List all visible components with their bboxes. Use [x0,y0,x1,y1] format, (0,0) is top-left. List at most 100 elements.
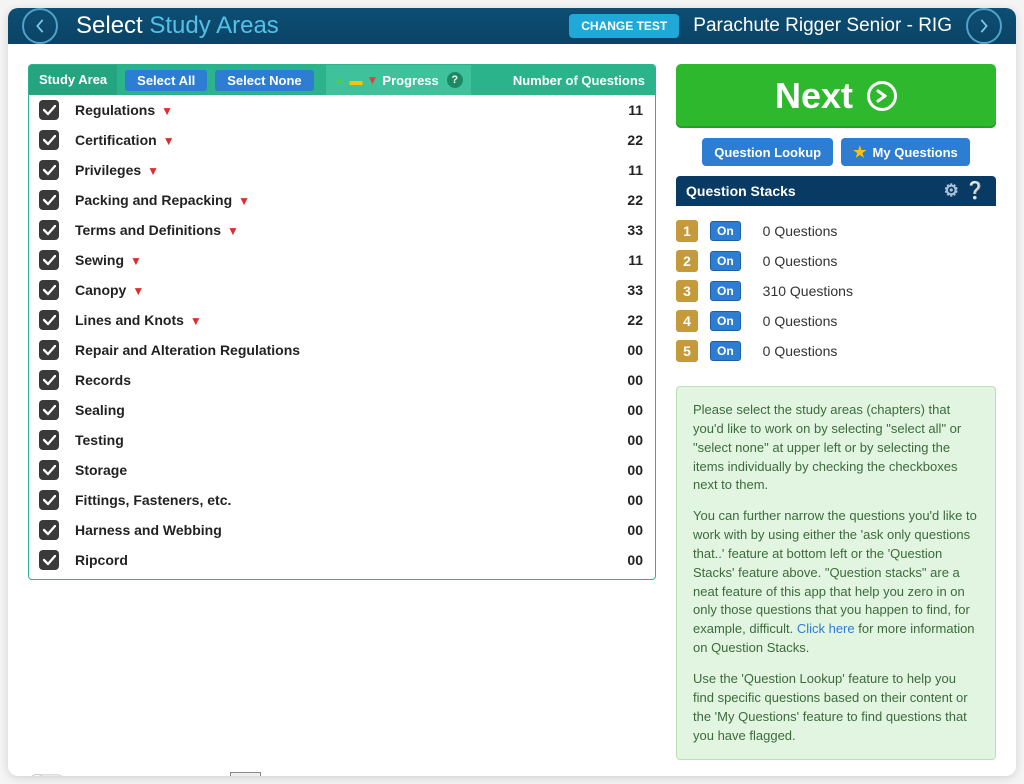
study-row: Ripcord00 [29,545,655,575]
info-p1: Please select the study areas (chapters)… [693,401,979,495]
next-arrow-icon [867,81,897,111]
study-name[interactable]: Ripcord [75,552,615,568]
study-checkbox[interactable] [39,400,59,420]
study-checkbox[interactable] [39,220,59,240]
chevron-down-icon[interactable]: ▼ [238,194,250,208]
study-name[interactable]: Testing [75,432,615,448]
study-checkbox[interactable] [39,250,59,270]
ask-toggle[interactable] [28,774,66,776]
study-checkbox[interactable] [39,310,59,330]
study-count: 22 [615,312,643,328]
gear-icon[interactable]: ⚙ [944,181,959,201]
back-to-menu[interactable]: « Back to Menu [676,760,996,776]
study-checkbox[interactable] [39,430,59,450]
study-count: 00 [615,492,643,508]
study-count: 00 [615,342,643,358]
chevron-down-icon[interactable]: ▼ [163,134,175,148]
study-checkbox[interactable] [39,520,59,540]
study-name[interactable]: Canopy▼ [75,282,615,298]
title-prefix: Select [76,12,149,39]
study-checkbox[interactable] [39,370,59,390]
study-name[interactable]: Sewing▼ [75,252,615,268]
study-name[interactable]: Records [75,372,615,388]
progress-help-icon[interactable]: ? [447,72,463,88]
study-panel: Study Area Select All Select None ▲ ▬ ▼ … [28,64,656,580]
chevron-down-icon[interactable]: ▼ [132,284,144,298]
study-checkbox[interactable] [39,490,59,510]
ask-label-post: to figures [269,775,327,776]
study-checkbox[interactable] [39,130,59,150]
change-test-button[interactable]: CHANGE TEST [569,14,679,38]
chevron-down-icon[interactable]: ▼ [161,104,173,118]
select-none-button[interactable]: Select None [215,70,313,91]
study-checkbox[interactable] [39,190,59,210]
my-questions-button[interactable]: ★ My Questions [841,138,970,166]
progress-header: ▲ ▬ ▼ Progress ? [326,65,471,95]
study-checkbox[interactable] [39,280,59,300]
study-count: 11 [615,102,643,118]
study-row: Lines and Knots▼22 [29,305,655,335]
info-p3: Use the 'Question Lookup' feature to hel… [693,670,979,745]
study-row: Terms and Definitions▼33 [29,215,655,245]
stack-number[interactable]: 5 [676,340,698,362]
page-title: Select Study Areas [76,12,279,40]
question-lookup-button[interactable]: Question Lookup [702,138,833,166]
app-window: Select Study Areas CHANGE TEST Parachute… [8,8,1016,776]
stack-number[interactable]: 2 [676,250,698,272]
study-name[interactable]: Repair and Alteration Regulations [75,342,615,358]
ask-select[interactable]: -- [230,772,261,776]
study-name[interactable]: Fittings, Fasteners, etc. [75,492,615,508]
chevron-down-icon[interactable]: ▼ [190,314,202,328]
study-count: 00 [615,462,643,478]
nav-back-button[interactable] [22,8,58,44]
study-checkbox[interactable] [39,160,59,180]
stack-row: 5 On 0 Questions [676,336,996,366]
study-checkbox[interactable] [39,550,59,570]
question-stacks-header: Question Stacks ⚙ ❔ [676,176,996,206]
study-name[interactable]: Sealing [75,402,615,418]
study-row: Repair and Alteration Regulations00 [29,335,655,365]
study-row: Canopy▼33 [29,275,655,305]
study-row: Packing and Repacking▼22 [29,185,655,215]
chevron-down-icon[interactable]: ▼ [227,224,239,238]
nav-forward-button[interactable] [966,8,1002,44]
study-checkbox[interactable] [39,100,59,120]
help-icon[interactable]: ❔ [965,181,986,201]
stack-number[interactable]: 4 [676,310,698,332]
chevron-down-icon[interactable]: ▼ [147,164,159,178]
study-list[interactable]: Regulations▼11Certification▼ 22 Privileges… [29,95,655,579]
stack-count: 0 Questions [763,223,838,239]
study-name[interactable]: Certification▼ [75,132,615,148]
next-button[interactable]: Next [676,64,996,128]
stack-toggle[interactable]: On [710,311,741,331]
stack-toggle[interactable]: On [710,341,741,361]
study-row: Storage00 [29,455,655,485]
stack-toggle[interactable]: On [710,251,741,271]
stack-toggle[interactable]: On [710,281,741,301]
select-all-button[interactable]: Select All [125,70,207,91]
study-name[interactable]: Terms and Definitions▼ [75,222,615,238]
col-num-questions: Number of Questions [513,73,655,88]
stack-count: 0 Questions [763,343,838,359]
stack-number[interactable]: 1 [676,220,698,242]
study-name[interactable]: Regulations▼ [75,102,615,118]
stack-count: 0 Questions [763,253,838,269]
study-row: Sewing▼11 [29,245,655,275]
star-icon: ★ [853,143,866,161]
study-name[interactable]: Storage [75,462,615,478]
chevron-down-icon[interactable]: ▼ [130,254,142,268]
study-name[interactable]: Lines and Knots▼ [75,312,615,328]
stack-row: 4 On 0 Questions [676,306,996,336]
title-accent: Study Areas [149,12,278,39]
stack-count: 0 Questions [763,313,838,329]
study-checkbox[interactable] [39,340,59,360]
right-column: Next Question Lookup ★ My Questions Ques… [676,64,996,776]
info-link[interactable]: Click here [797,621,855,636]
study-name[interactable]: Harness and Webbing [75,522,615,538]
study-checkbox[interactable] [39,460,59,480]
study-name[interactable]: Packing and Repacking▼ [75,192,615,208]
study-name[interactable]: Privileges▼ [75,162,615,178]
info-p2: You can further narrow the questions you… [693,507,979,658]
stack-number[interactable]: 3 [676,280,698,302]
stack-toggle[interactable]: On [710,221,741,241]
